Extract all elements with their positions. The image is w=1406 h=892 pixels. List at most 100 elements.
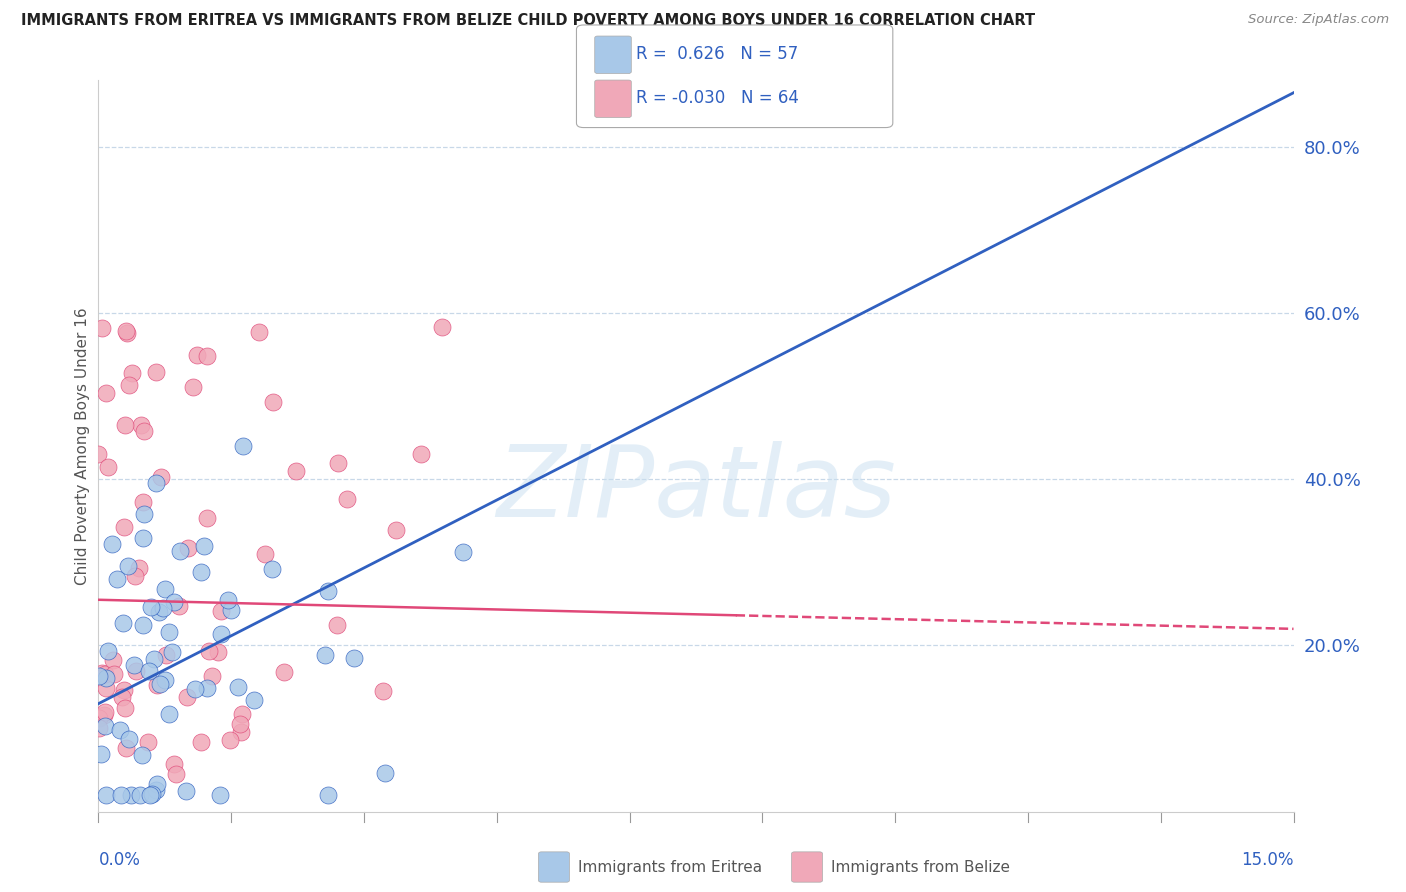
Point (409, 447, 432, 461)
Point (336, 491, 359, 506)
Point (149, 470, 172, 484)
Point (316, 788, 339, 802)
Point (118, 378, 141, 392)
Point (131, 617, 153, 632)
Point (145, 475, 167, 490)
Point (190, 735, 212, 749)
Point (163, 595, 186, 609)
Point (201, 669, 224, 683)
Point (112, 616, 135, 631)
Point (146, 777, 169, 791)
Point (138, 788, 160, 802)
Text: Immigrants from Eritrea: Immigrants from Eritrea (578, 860, 762, 874)
Point (374, 766, 396, 780)
Point (157, 625, 180, 640)
Point (94, 719, 117, 733)
Point (167, 599, 190, 613)
Point (97, 644, 120, 658)
Point (89, 721, 111, 735)
Text: Immigrants from Belize: Immigrants from Belize (831, 860, 1010, 874)
Point (89, 711, 111, 725)
Point (112, 520, 135, 534)
Point (197, 349, 219, 363)
Point (231, 706, 253, 721)
Text: IMMIGRANTS FROM ERITREA VS IMMIGRANTS FROM BELIZE CHILD POVERTY AMONG BOYS UNDER: IMMIGRANTS FROM ERITREA VS IMMIGRANTS FR… (21, 13, 1035, 29)
Point (169, 544, 191, 558)
Point (87, 669, 110, 683)
Point (229, 716, 252, 731)
Point (314, 648, 336, 662)
Point (195, 511, 218, 525)
Point (183, 380, 205, 394)
Point (94, 681, 117, 696)
Point (132, 531, 155, 545)
Point (453, 544, 475, 558)
Point (110, 723, 132, 737)
Point (115, 740, 138, 755)
Point (253, 547, 276, 561)
Point (162, 645, 184, 659)
Point (186, 348, 208, 362)
Point (273, 665, 295, 680)
Point (138, 665, 160, 679)
Point (94, 385, 117, 400)
Point (218, 733, 240, 747)
Point (145, 366, 167, 380)
Point (262, 395, 284, 409)
Point (146, 678, 169, 692)
Point (207, 645, 229, 659)
Point (121, 366, 143, 380)
Point (97, 460, 120, 475)
Point (132, 424, 155, 438)
Point (176, 690, 198, 704)
Point (285, 464, 308, 478)
Point (152, 600, 174, 615)
Point (163, 757, 186, 772)
Point (132, 495, 155, 509)
Point (114, 700, 136, 714)
Point (90, 666, 112, 681)
Point (101, 537, 124, 551)
Point (231, 724, 253, 739)
Point (247, 325, 270, 339)
Point (103, 666, 125, 681)
Point (94, 672, 117, 686)
Point (134, 507, 156, 521)
Point (209, 626, 232, 640)
Point (141, 787, 163, 801)
Point (153, 673, 176, 687)
Point (128, 561, 150, 575)
Text: 15.0%: 15.0% (1241, 851, 1294, 869)
Point (183, 682, 205, 697)
Text: ZIPatlas: ZIPatlas (496, 442, 896, 539)
Point (262, 562, 284, 576)
Point (165, 767, 187, 781)
Point (190, 565, 212, 579)
Point (124, 568, 146, 582)
Point (193, 539, 215, 553)
Point (114, 324, 136, 338)
Text: R = -0.030   N = 64: R = -0.030 N = 64 (636, 89, 799, 107)
Point (316, 583, 339, 598)
Point (243, 693, 266, 707)
Text: R =  0.626   N = 57: R = 0.626 N = 57 (636, 45, 797, 62)
Point (142, 652, 165, 666)
Point (129, 418, 152, 433)
Point (155, 648, 177, 662)
Point (198, 643, 221, 657)
Point (125, 664, 148, 678)
Point (217, 592, 239, 607)
Point (219, 603, 242, 617)
Point (208, 788, 231, 802)
Point (117, 559, 139, 574)
Point (94, 667, 117, 681)
Point (94, 788, 117, 802)
Point (326, 618, 349, 632)
Text: Source: ZipAtlas.com: Source: ZipAtlas.com (1249, 13, 1389, 27)
Point (101, 653, 124, 667)
Point (149, 676, 172, 690)
Point (114, 418, 136, 433)
Point (195, 681, 218, 695)
Point (115, 326, 138, 340)
Y-axis label: Child Poverty Among Boys Under 16: Child Poverty Among Boys Under 16 (75, 307, 90, 585)
